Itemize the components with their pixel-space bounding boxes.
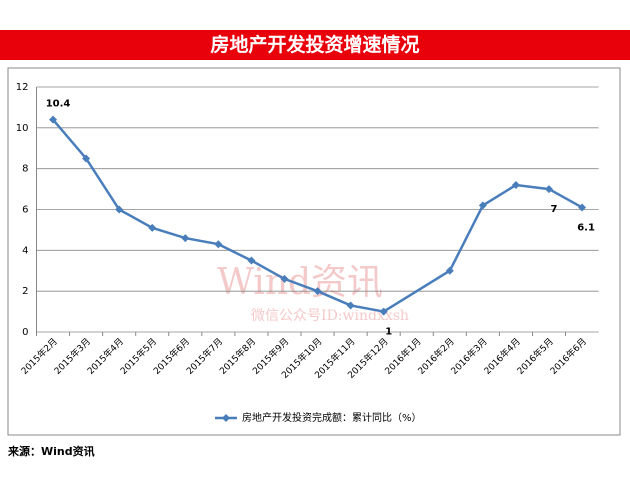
y-tick-label: 0 [22, 327, 28, 338]
point-marker [148, 223, 157, 232]
point-marker [545, 185, 554, 194]
chart-frame [7, 67, 621, 436]
point-marker [247, 256, 256, 265]
point-marker [346, 301, 355, 310]
point-marker [82, 154, 91, 163]
legend-label: 房地产开发投资完成额：累计同比（%） [242, 411, 422, 424]
point-marker [478, 201, 487, 210]
y-tick-label: 10 [16, 123, 29, 134]
title-banner [0, 30, 630, 60]
data-label: 1 [385, 327, 392, 338]
point-marker [313, 287, 322, 296]
point-marker [280, 274, 289, 283]
data-label: 10.4 [46, 99, 71, 110]
point-marker [181, 234, 190, 243]
data-label: 7 [551, 204, 558, 215]
y-tick-label: 12 [16, 82, 29, 93]
y-tick-label: 2 [22, 286, 28, 297]
y-tick-label: 4 [22, 245, 28, 256]
point-marker [379, 307, 388, 316]
data-label: 6.1 [577, 222, 595, 233]
chart-title: 房地产开发投资增速情况 [210, 33, 419, 56]
watermark: 微信公众号ID:windxxsh [251, 308, 409, 324]
point-marker [578, 203, 587, 212]
point-marker [115, 205, 124, 214]
point-marker [49, 115, 58, 124]
x-tick-label: 2016年6月 [547, 335, 588, 376]
point-marker [214, 240, 223, 249]
source: 来源：Wind资讯 [7, 444, 95, 458]
legend-marker [222, 414, 230, 422]
series-line [52, 118, 583, 313]
point-marker [511, 181, 520, 189]
y-tick-label: 8 [22, 164, 28, 175]
y-tick-label: 6 [22, 205, 28, 216]
point-marker [445, 266, 454, 275]
watermark: Wind资讯 [217, 262, 383, 303]
